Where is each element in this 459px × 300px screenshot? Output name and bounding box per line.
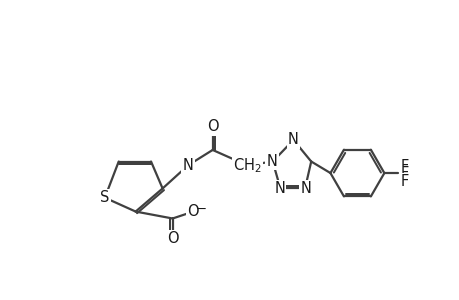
Text: F: F [399,166,408,181]
Text: N: N [274,181,285,196]
Text: O: O [187,204,199,219]
Text: CH$_2$: CH$_2$ [232,156,261,175]
Text: O: O [207,119,218,134]
Text: N: N [287,132,298,147]
Text: N: N [182,158,193,173]
Text: F: F [399,159,408,174]
Text: N: N [266,154,277,169]
Text: O: O [167,231,178,246]
Text: S: S [100,190,109,205]
Text: −: − [195,203,206,216]
Text: F: F [399,174,408,189]
Text: N: N [300,181,311,196]
